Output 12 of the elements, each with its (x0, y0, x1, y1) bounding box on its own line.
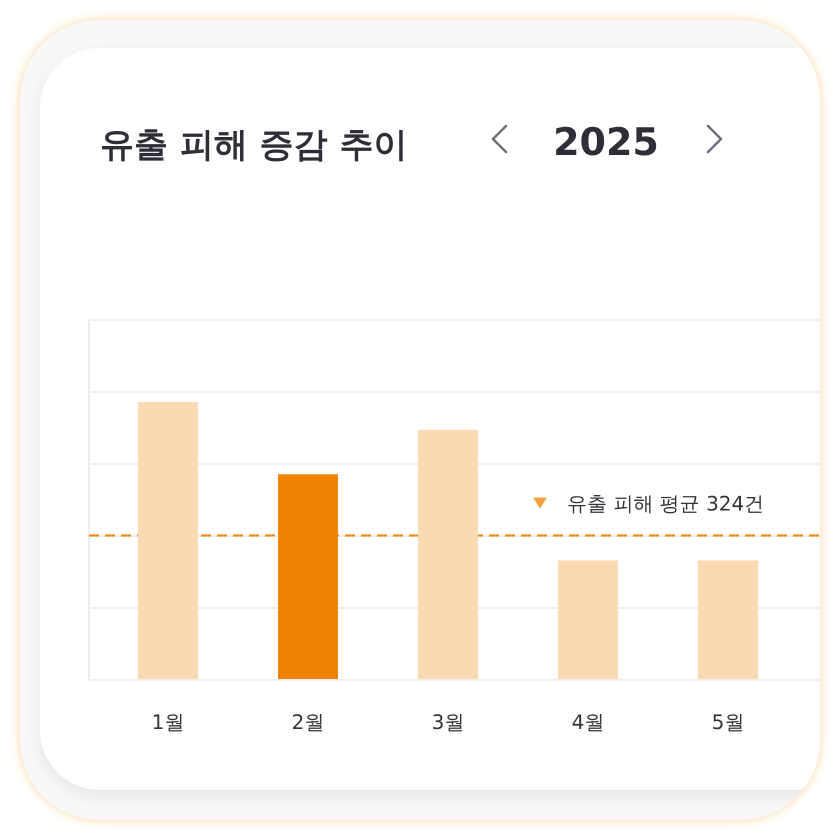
x-tick-label: 4월 (572, 710, 604, 734)
x-tick-label: 2월 (292, 710, 324, 734)
bar (138, 402, 198, 680)
x-tick-label: 5월 (712, 710, 744, 734)
ref-line-label: 유출 피해 평균 324건 (567, 491, 764, 516)
bar (418, 430, 478, 680)
chart-subtitle: 2025 (553, 120, 659, 164)
chart-title: 유출 피해 증감 추이 (100, 125, 408, 165)
bar (558, 560, 618, 680)
x-tick-label: 1월 (152, 710, 184, 734)
x-tick-label: 3월 (432, 710, 464, 734)
bar (698, 560, 758, 680)
